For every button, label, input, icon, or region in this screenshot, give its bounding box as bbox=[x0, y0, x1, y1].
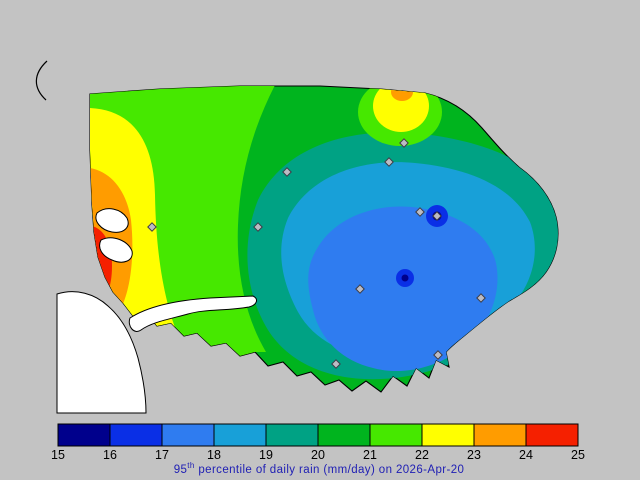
colorbar-segment-18-19 bbox=[213, 423, 267, 447]
colorbar-segment-17-18 bbox=[161, 423, 215, 447]
colorbar-segment-21-22 bbox=[369, 423, 423, 447]
colorbar-tick-22: 22 bbox=[415, 448, 429, 462]
colorbar-segment-23-24 bbox=[473, 423, 527, 447]
colorbar-tick-18: 18 bbox=[207, 448, 221, 462]
colorbar-segment-15-16 bbox=[57, 423, 111, 447]
colorbar-tick-21: 21 bbox=[363, 448, 377, 462]
colorbar-segment-24-25 bbox=[525, 423, 579, 447]
low-center-2-core bbox=[401, 274, 409, 282]
caption-superscript: th bbox=[187, 461, 195, 470]
station-marker bbox=[432, 211, 442, 221]
colorbar: 15 16 17 18 19 20 21 22 23 24 25 bbox=[51, 423, 585, 462]
contour-level-17-center bbox=[308, 206, 498, 372]
station-marker bbox=[355, 284, 365, 294]
water-inlet-channel bbox=[128, 295, 257, 332]
water-southwest-sea bbox=[56, 291, 147, 414]
station-marker bbox=[331, 359, 341, 369]
corner-coastline bbox=[35, 60, 48, 101]
colorbar-tick-23: 23 bbox=[467, 448, 481, 462]
water-inlet-upper bbox=[95, 208, 129, 233]
caption-text: percentile of daily rain (mm/day) on 202… bbox=[194, 463, 465, 476]
station-marker bbox=[399, 138, 409, 148]
contour-level-22-top bbox=[373, 86, 429, 132]
colorbar-segment-22-23 bbox=[421, 423, 475, 447]
station-marker bbox=[476, 293, 486, 303]
colorbar-tick-16: 16 bbox=[103, 448, 117, 462]
station-marker bbox=[282, 167, 292, 177]
colorbar-tick-20: 20 bbox=[311, 448, 325, 462]
colorbar-tick-25: 25 bbox=[571, 448, 585, 462]
colorbar-tick-15: 15 bbox=[51, 448, 65, 462]
station-marker bbox=[433, 350, 443, 360]
colorbar-segment-19-20 bbox=[265, 423, 319, 447]
colorbar-tick-17: 17 bbox=[155, 448, 169, 462]
colorbar-tick-19: 19 bbox=[259, 448, 273, 462]
station-marker bbox=[384, 157, 394, 167]
caption-number: 95 bbox=[173, 463, 188, 476]
water-inlet-lower bbox=[99, 237, 133, 263]
colorbar-tick-24: 24 bbox=[519, 448, 533, 462]
station-marker bbox=[253, 222, 263, 232]
station-marker bbox=[415, 207, 425, 217]
station-markers bbox=[147, 138, 486, 369]
colorbar-segment-16-17 bbox=[109, 423, 163, 447]
contour-fills bbox=[90, 86, 558, 380]
colorbar-segment-20-21 bbox=[317, 423, 371, 447]
colorbar-caption: 95th percentile of daily rain (mm/day) o… bbox=[0, 461, 638, 476]
station-marker bbox=[147, 222, 157, 232]
